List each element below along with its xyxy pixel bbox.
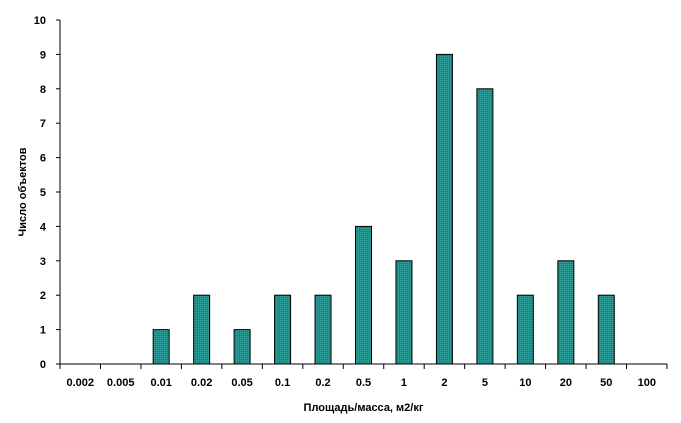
- x-tick-label: 50: [600, 377, 612, 389]
- y-tick-label: 6: [40, 153, 46, 165]
- y-tick-label: 2: [40, 290, 46, 302]
- x-tick-label: 20: [560, 377, 572, 389]
- y-tick-label: 0: [40, 359, 46, 371]
- x-tick-label: 0.02: [191, 377, 212, 389]
- bar-0.5: [355, 225, 372, 365]
- x-tick-label: 0.005: [107, 377, 135, 389]
- x-axis-title: Площадь/масса, м2/кг: [304, 402, 424, 414]
- bar-50: [597, 294, 615, 365]
- y-tick-label: 8: [40, 84, 46, 96]
- bar-0.2: [314, 294, 332, 365]
- y-axis-ticks: 0 1 2 3 4 5 6 7 8 9 10: [34, 15, 60, 371]
- x-tick-label: 1: [401, 377, 407, 389]
- bars: [152, 53, 615, 365]
- x-axis-ticks: 0.002 0.005 0.01 0.02 0.05 0.1 0.2 0.5 1 2 5 10 20 50…: [59, 364, 668, 389]
- x-tick-label: 0.01: [150, 377, 171, 389]
- x-tick-label: 5: [482, 377, 488, 389]
- bar-0.02: [193, 294, 211, 365]
- y-tick-label: 3: [40, 256, 46, 268]
- y-tick-label: 5: [40, 187, 46, 199]
- bar-2: [435, 53, 453, 365]
- x-tick-label: 2: [441, 377, 447, 389]
- x-tick-label: 0.1: [275, 377, 290, 389]
- y-tick-label: 9: [40, 49, 46, 61]
- x-tick-label: 0.05: [231, 377, 252, 389]
- x-tick-label: 100: [638, 377, 656, 389]
- bar-0.05: [233, 329, 251, 365]
- bar-5: [476, 88, 494, 365]
- bar-1: [395, 260, 413, 365]
- y-axis-title: Число объектов: [17, 147, 29, 236]
- bar-0.1: [274, 294, 292, 365]
- y-tick-label: 1: [40, 325, 46, 337]
- bar-0.01: [152, 329, 170, 365]
- bar-20: [557, 260, 575, 365]
- x-tick-label: 0.002: [66, 377, 94, 389]
- y-tick-label: 4: [40, 221, 47, 233]
- y-tick-label: 10: [34, 15, 46, 27]
- x-tick-label: 10: [519, 377, 531, 389]
- x-tick-label: 0.5: [356, 377, 371, 389]
- bar-10: [516, 294, 534, 365]
- x-tick-label: 0.2: [315, 377, 330, 389]
- y-tick-label: 7: [40, 118, 46, 130]
